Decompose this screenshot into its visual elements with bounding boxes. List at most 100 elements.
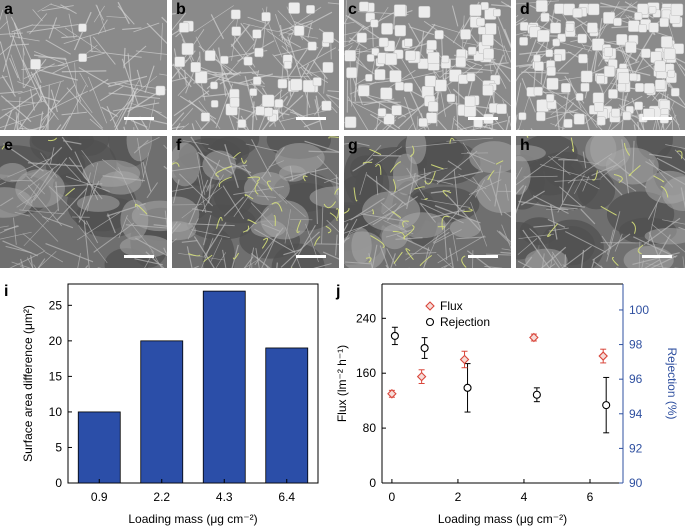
sem-nanofiber xyxy=(206,15,239,51)
sem-particle xyxy=(365,73,373,82)
sem-nanofiber xyxy=(245,143,279,152)
sem-particle xyxy=(638,24,647,33)
sem-nanofiber xyxy=(198,45,235,76)
sem-nanofiber xyxy=(196,152,206,195)
highlighted-fiber xyxy=(335,208,339,219)
sem-nanofiber xyxy=(327,90,339,93)
sem-particle xyxy=(464,95,476,107)
sem-nanofiber xyxy=(290,224,316,268)
highlighted-fiber xyxy=(676,150,683,159)
sem-nanofiber xyxy=(456,236,486,240)
sem-particle xyxy=(540,12,550,22)
highlighted-fiber xyxy=(424,198,428,200)
sem-particle xyxy=(237,119,247,128)
sem-nanofiber xyxy=(11,33,31,80)
sem-nanofiber xyxy=(437,253,454,268)
sem-nanofiber xyxy=(223,196,244,217)
sem-nanofiber xyxy=(562,264,569,268)
rejection-point xyxy=(532,390,541,399)
sem-nanofiber xyxy=(89,118,104,130)
sem-particle xyxy=(622,111,632,121)
sem-nanofiber xyxy=(102,175,145,182)
bar-chart: 0 5 10 15 20 25 0.9 2.2 4.3 6.4 Loading mass (μg c… xyxy=(21,283,319,526)
sem-bright-region xyxy=(605,147,659,185)
highlighted-fiber xyxy=(437,226,446,228)
sem-nanofiber xyxy=(345,14,386,43)
sem-nanofiber xyxy=(22,233,45,252)
sem-particle xyxy=(533,86,543,96)
sem-nanofiber xyxy=(160,22,163,61)
bar xyxy=(202,290,246,484)
sem-nanofiber xyxy=(325,94,339,100)
flux-point xyxy=(529,332,539,343)
sem-particle xyxy=(403,82,413,92)
sem-particle xyxy=(424,75,436,87)
sem-particle xyxy=(587,22,598,34)
sem-nanofiber xyxy=(557,47,584,72)
sem-nanofiber xyxy=(645,161,685,186)
highlighted-fiber xyxy=(392,179,397,193)
highlighted-fiber xyxy=(65,188,75,197)
sem-image xyxy=(516,0,685,130)
sem-particle xyxy=(394,24,407,37)
sem-particle xyxy=(466,72,476,82)
sem-nanofiber xyxy=(647,195,662,220)
sem-nanofiber xyxy=(101,158,124,176)
sem-nanofiber xyxy=(371,244,378,268)
sem-nanofiber xyxy=(85,220,99,244)
panel-label: c xyxy=(348,1,357,18)
sem-nanofiber xyxy=(490,114,505,130)
sem-nanofiber xyxy=(61,111,87,116)
sem-nanofiber xyxy=(246,208,269,233)
sem-particle xyxy=(366,54,375,62)
sem-nanofiber xyxy=(148,99,156,130)
sem-nanofiber xyxy=(321,206,324,244)
sem-particle xyxy=(312,77,322,87)
sem-nanofiber xyxy=(466,250,492,268)
bar xyxy=(140,340,184,484)
sem-particle xyxy=(580,82,590,92)
flux-point xyxy=(598,351,608,361)
sem-bright-region xyxy=(516,144,546,162)
sem-nanofiber xyxy=(568,78,582,109)
sem-particle xyxy=(596,75,605,84)
sem-nanofiber xyxy=(114,87,139,130)
highlighted-fiber xyxy=(244,194,254,200)
highlighted-fiber xyxy=(216,216,223,229)
sem-particle xyxy=(261,12,271,22)
sem-nanofiber xyxy=(179,123,190,130)
sem-nanofiber xyxy=(598,170,623,196)
sem-bright-region xyxy=(120,199,149,241)
sem-particle xyxy=(195,71,208,84)
highlighted-fiber xyxy=(631,221,636,234)
sem-nanofiber xyxy=(610,1,638,20)
x-axis-label: Loading mass (μg cm⁻²) xyxy=(128,512,257,526)
sem-particle xyxy=(535,0,548,12)
sem-nanofiber xyxy=(29,13,48,35)
rejection-point xyxy=(390,331,399,340)
sem-nanofiber xyxy=(289,165,294,181)
sem-nanofiber xyxy=(181,108,194,122)
sem-particle xyxy=(405,50,416,61)
sem-nanofiber xyxy=(33,157,68,201)
sem-nanofiber xyxy=(210,14,225,40)
sem-nanofiber xyxy=(519,50,550,55)
highlighted-fiber xyxy=(409,145,415,158)
highlighted-fiber xyxy=(232,151,241,159)
sem-nanofiber xyxy=(106,16,126,19)
sem-nanofiber xyxy=(106,202,146,217)
sem-nanofiber xyxy=(406,167,426,198)
highlighted-fiber xyxy=(362,161,373,165)
sem-nanofiber xyxy=(30,146,63,179)
highlighted-fiber xyxy=(266,180,273,191)
sem-nanofiber xyxy=(359,171,367,196)
sem-nanofiber xyxy=(437,119,448,130)
highlighted-fiber xyxy=(215,165,232,177)
sem-nanofiber xyxy=(51,25,69,38)
sem-nanofiber xyxy=(60,4,77,15)
sem-particle xyxy=(356,32,367,43)
sem-nanofiber xyxy=(46,105,49,130)
sem-nanofiber xyxy=(108,92,161,100)
sem-particle xyxy=(277,78,288,89)
sem-nanofiber xyxy=(89,78,109,92)
